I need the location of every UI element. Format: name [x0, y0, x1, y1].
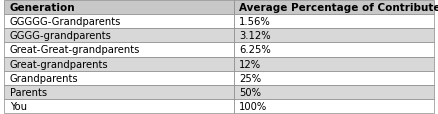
Bar [234, 43, 434, 57]
Text: Grandparents: Grandparents [10, 73, 78, 83]
Bar [4, 29, 234, 43]
Text: 3.12%: 3.12% [239, 31, 271, 41]
Bar [234, 1, 434, 15]
Bar [4, 99, 234, 113]
Bar [4, 43, 234, 57]
Text: GGGGG-Grandparents: GGGGG-Grandparents [10, 17, 121, 27]
Bar [234, 85, 434, 99]
Text: Generation: Generation [10, 3, 75, 13]
Text: Average Percentage of Contributed DNA: Average Percentage of Contributed DNA [239, 3, 438, 13]
Bar [234, 29, 434, 43]
Text: Great-Great-grandparents: Great-Great-grandparents [10, 45, 140, 55]
Bar [4, 71, 234, 85]
Text: 1.56%: 1.56% [239, 17, 271, 27]
Text: 12%: 12% [239, 59, 261, 69]
Text: Parents: Parents [10, 87, 47, 97]
Bar [234, 57, 434, 71]
Bar [4, 1, 234, 15]
Text: 100%: 100% [239, 101, 268, 111]
Bar [234, 15, 434, 29]
Bar [234, 99, 434, 113]
Bar [4, 85, 234, 99]
Text: GGGG-grandparents: GGGG-grandparents [10, 31, 112, 41]
Text: 6.25%: 6.25% [239, 45, 271, 55]
Text: 50%: 50% [239, 87, 261, 97]
Bar [4, 15, 234, 29]
Text: Great-grandparents: Great-grandparents [10, 59, 108, 69]
Text: You: You [10, 101, 27, 111]
Bar [4, 57, 234, 71]
Text: 25%: 25% [239, 73, 261, 83]
Bar [234, 71, 434, 85]
